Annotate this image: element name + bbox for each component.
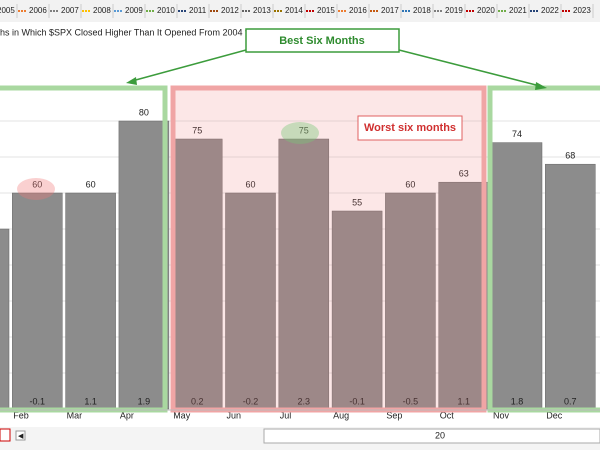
x-tick-label: Sep	[386, 410, 402, 420]
value-label: 60	[405, 179, 415, 189]
bar	[491, 142, 543, 410]
value-label: 75	[299, 125, 309, 135]
legend-label[interactable]: 2016	[349, 6, 367, 15]
legend-label[interactable]: 2009	[125, 6, 143, 15]
legend-label[interactable]: 2010	[157, 6, 175, 15]
return-label: 1.8	[511, 396, 524, 406]
worst-box	[170, 85, 487, 413]
bar	[385, 192, 436, 410]
return-label: 1.1	[457, 396, 470, 406]
arrow	[398, 49, 541, 87]
worst-label-box	[357, 115, 463, 141]
x-tick-label: Apr	[120, 410, 134, 420]
worst-label: Worst six months	[364, 122, 456, 134]
bar	[171, 138, 223, 410]
x-tick-label: Dec	[546, 410, 563, 420]
legend-label[interactable]: 2015	[317, 6, 335, 15]
scrollbar-label: 20	[435, 430, 445, 440]
legend-bar	[0, 0, 600, 22]
arrow-head	[535, 82, 547, 90]
legend-label[interactable]: 2017	[381, 6, 399, 15]
value-label: 74	[512, 129, 522, 139]
legend-label[interactable]: 2022	[541, 6, 559, 15]
value-label: 75	[192, 125, 202, 135]
bar	[65, 192, 116, 410]
bar	[278, 138, 330, 410]
bar	[0, 228, 10, 410]
legend-label[interactable]: 2013	[253, 6, 271, 15]
bar	[331, 210, 383, 410]
legend-label[interactable]: 2006	[29, 6, 47, 15]
bar	[545, 163, 596, 410]
arrow	[131, 49, 247, 82]
legend-label[interactable]: 2023	[573, 6, 591, 15]
value-label: 80	[139, 107, 149, 117]
value-label: 60	[86, 179, 96, 189]
value-label: 63	[459, 169, 469, 179]
scroll-arrow: ◀	[18, 433, 24, 440]
return-label: -0.5	[403, 396, 419, 406]
icon[interactable]	[0, 428, 11, 442]
value-label: 60	[32, 179, 42, 189]
legend-label[interactable]: 2005	[0, 6, 15, 15]
scroll-left[interactable]	[15, 430, 26, 441]
legend-label[interactable]: 2018	[413, 6, 431, 15]
x-tick-label: Jul	[280, 410, 292, 420]
x-tick-label: Aug	[333, 410, 349, 420]
chart-title: hs in Which $SPX Closed Higher Than It O…	[0, 27, 275, 37]
return-label: 2.3	[298, 396, 311, 406]
legend-label[interactable]: 2008	[93, 6, 111, 15]
best-label: Best Six Months	[279, 35, 365, 47]
value-label: 68	[565, 151, 575, 161]
legend-label[interactable]: 2020	[477, 6, 495, 15]
return-label: 0.2	[191, 396, 204, 406]
value-label: 55	[352, 197, 362, 207]
arrow-head	[126, 77, 137, 85]
x-tick-label: Nov	[493, 410, 510, 420]
x-tick-label: Feb	[13, 410, 29, 420]
legend-label[interactable]: 2014	[285, 6, 303, 15]
legend-label[interactable]: 2007	[61, 6, 79, 15]
best-label-box	[245, 28, 400, 53]
x-tick-label: Jun	[227, 410, 242, 420]
return-label: -0.2	[243, 396, 259, 406]
return-label: 0.7	[564, 396, 577, 406]
legend-label[interactable]: 2011	[189, 6, 207, 15]
bar	[12, 192, 63, 410]
x-tick-label: May	[173, 410, 191, 420]
scroll-thumb[interactable]	[263, 428, 600, 444]
legend-label[interactable]: 2021	[509, 6, 527, 15]
bar	[118, 120, 170, 410]
legend-label[interactable]: 2012	[221, 6, 239, 15]
bars: 60-0.1Feb601.1Mar801.9Apr750.2May60-0.2J…	[0, 107, 596, 420]
return-label: -0.1	[349, 396, 365, 406]
value-label: 60	[245, 179, 255, 189]
x-tick-label: Oct	[440, 410, 455, 420]
return-label: 1.9	[138, 396, 151, 406]
legend-label[interactable]: 2019	[445, 6, 463, 15]
x-tick-label: Mar	[67, 410, 83, 420]
highlight	[281, 122, 319, 144]
return-label: -0.1	[30, 396, 46, 406]
return-label: 1.1	[84, 396, 97, 406]
highlight	[17, 178, 55, 200]
